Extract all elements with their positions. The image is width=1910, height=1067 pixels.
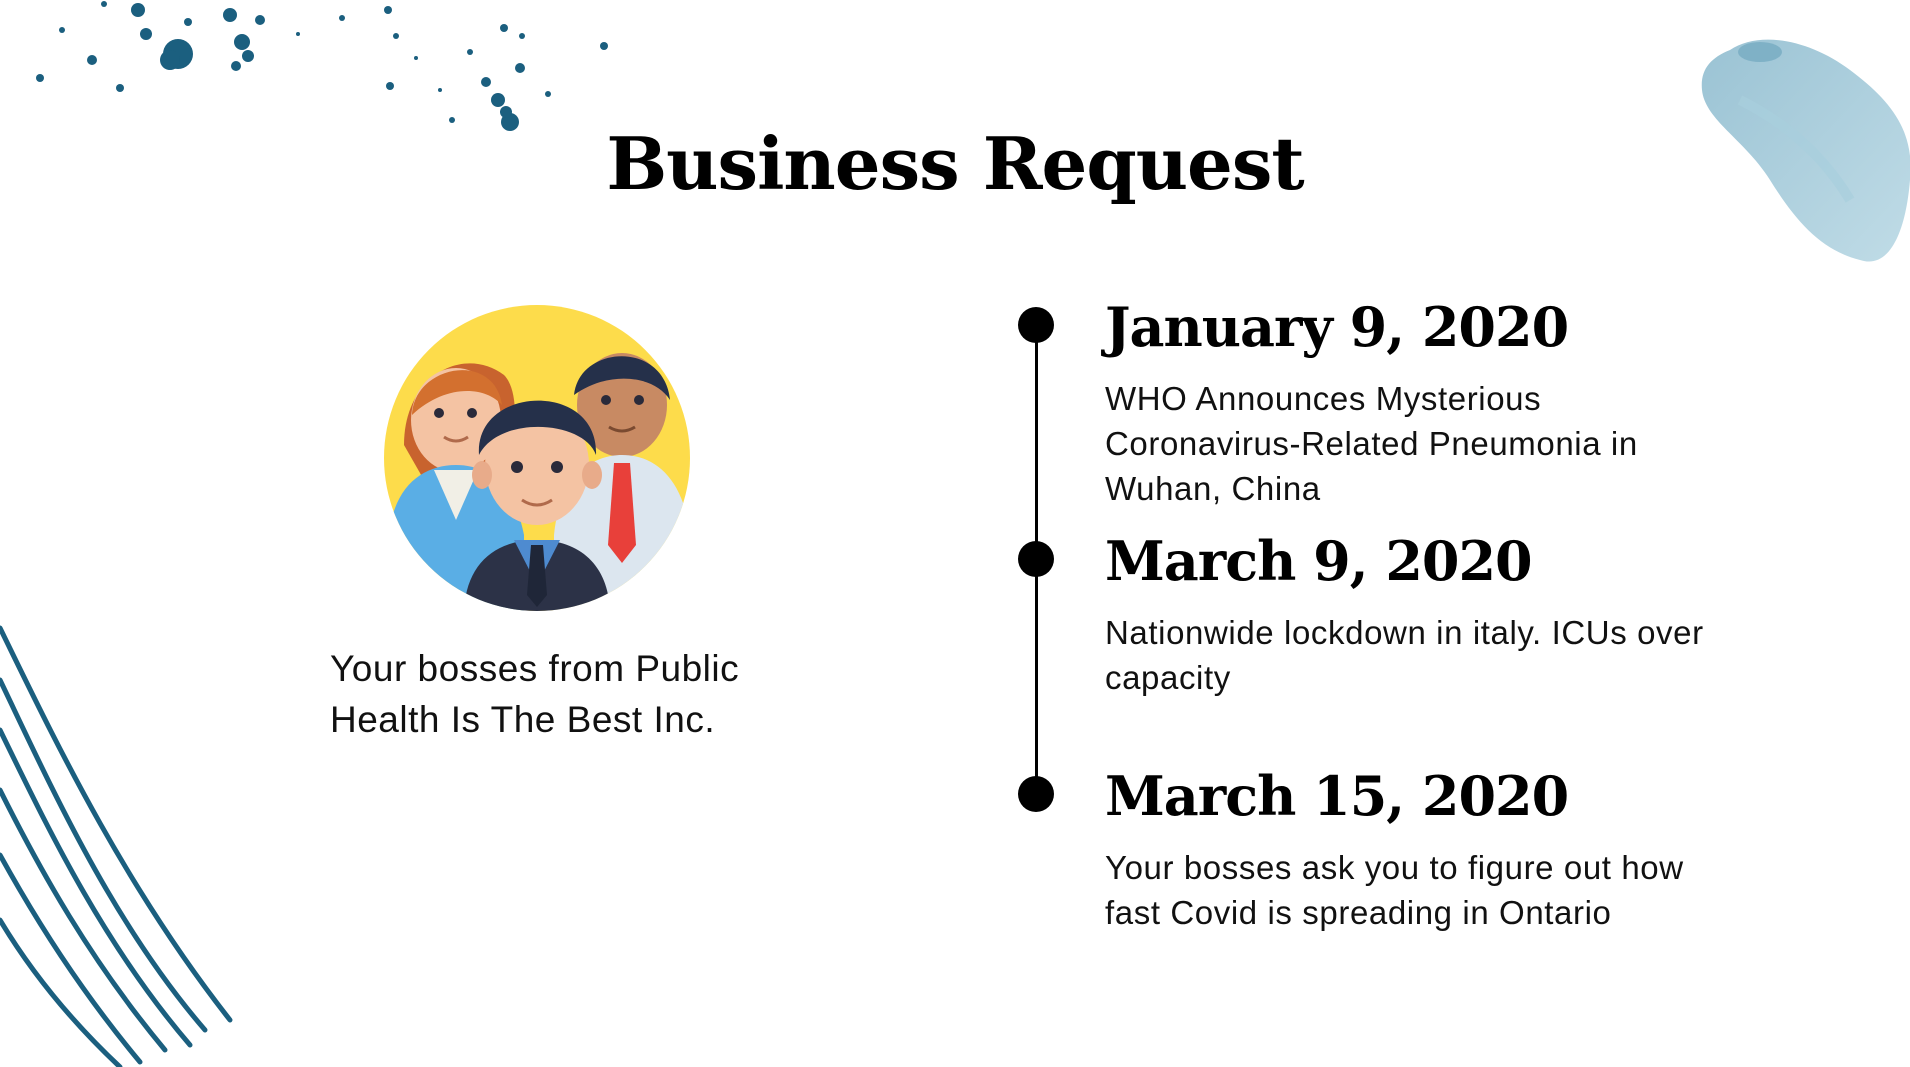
brush-strokes-decoration: [0, 625, 233, 1067]
timeline-event: March 15, 2020 Your bosses ask you to fi…: [1105, 769, 1745, 935]
event-description: Your bosses ask you to figure out how fa…: [1105, 849, 1684, 931]
event-description: Nationwide lockdown in italy. ICUs over …: [1105, 614, 1704, 696]
timeline-dot: [1018, 541, 1054, 577]
event-date: January 9, 2020: [1105, 295, 1569, 359]
illustration-caption: Your bosses from Public Health Is The Be…: [330, 648, 740, 740]
team-people-icon: [384, 305, 690, 611]
watercolor-blob-decoration: [1701, 39, 1910, 262]
timeline-dot: [1018, 776, 1054, 812]
timeline-dot: [1018, 307, 1054, 343]
timeline-event: January 9, 2020 WHO Announces Mysterious…: [1105, 300, 1745, 511]
ink-splatter-decoration: [36, 1, 608, 131]
slide-title: Business Request: [606, 121, 1304, 206]
timeline-event: March 9, 2020 Nationwide lockdown in ita…: [1105, 534, 1745, 700]
event-description: WHO Announces Mysterious Coronavirus-Rel…: [1105, 380, 1638, 507]
event-date: March 15, 2020: [1105, 764, 1569, 828]
event-date: March 9, 2020: [1105, 529, 1533, 593]
